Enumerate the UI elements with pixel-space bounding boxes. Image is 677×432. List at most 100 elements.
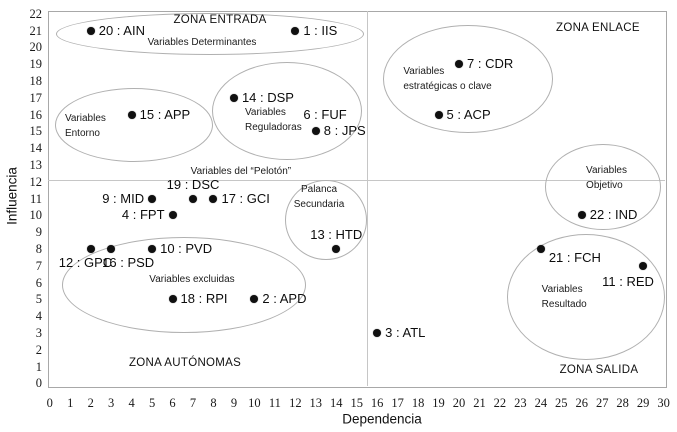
y-tick-label: 0 [35,376,42,391]
point-label-iis: 1 : IIS [303,22,338,38]
point-dot-app [127,110,136,119]
point-dot-apd [250,295,259,304]
x-tick-label: 17 [391,396,404,410]
group-ellipse-estrategicas [383,25,553,133]
group-label-peloton: Variables del “Pelotón” [166,164,316,179]
y-tick-label: 14 [29,141,43,156]
point-label-atl: 3 : ATL [385,324,426,340]
group-ellipse-resultado [507,233,666,360]
group-ellipse-entorno [55,87,214,162]
group-label-line: Variables del “Pelotón” [190,166,292,178]
x-tick-label: 8 [210,396,217,410]
point-dot-dsp [229,93,238,102]
y-tick-label: 8 [35,241,42,256]
y-tick-label: 11 [29,191,42,206]
x-tick-label: 0 [46,396,53,410]
y-tick-label: 15 [29,124,43,139]
point-label-mid: 9 : MID [102,190,145,206]
point-dot-ain [86,26,95,35]
zone-title-autonomas: ZONA AUTÓNOMAS [128,356,242,369]
y-tick-label: 21 [29,23,43,38]
x-tick-label: 29 [636,396,650,410]
group-label-entorno: Variables Entorno [65,111,106,141]
point-dot-gci [209,194,218,203]
y-tick-label: 2 [35,342,42,357]
group-label-line: Resultado [541,298,587,310]
zone-title-entrada: ZONA ENTRADA [173,13,267,26]
x-tick-label: 26 [575,396,589,410]
point-dot-acp [434,110,443,119]
group-ellipse-reguladoras [211,61,362,161]
x-tick-label: 16 [370,396,384,410]
x-tick-label: 3 [108,396,115,410]
x-tick-label: 14 [329,396,343,410]
point-dot-ind [577,211,586,220]
vertical-quadrant-divider [366,11,368,386]
x-tick-label: 28 [616,396,629,410]
y-tick-label: 20 [29,40,43,55]
point-dot-red [639,261,648,270]
point-dot-gpc [86,244,95,253]
point-label-htd: 13 : HTD [310,226,363,242]
y-tick-label: 12 [29,174,43,189]
point-dot-fpt [168,211,177,220]
point-dot-jps [311,127,320,136]
x-tick-label: 27 [595,396,609,410]
plot-area [48,11,667,388]
group-label-estrategicas: Variables estratégicas o clave [403,64,491,94]
x-tick-label: 7 [189,396,197,410]
x-axis-title: Dependencia [342,411,422,427]
group-label-line: estratégicas o clave [403,81,492,93]
y-tick-label: 4 [35,309,42,324]
point-label-app: 15 : APP [139,106,191,122]
group-label-excluidas: Variables excluidas [117,272,267,287]
group-label-line: Variables [403,66,445,78]
group-label-resultado: Variables Resultado [542,282,587,312]
y-tick-label: 7 [35,258,42,273]
x-tick-label: 12 [289,396,302,410]
y-tick-label: 10 [29,208,43,223]
point-label-red: 11 : RED [602,273,654,289]
point-dot-mid [148,194,157,203]
x-tick-label: 2 [87,396,94,410]
point-label-apd: 2 : APD [262,291,307,307]
x-tick-label: 25 [555,396,568,410]
y-tick-label: 13 [29,157,43,172]
x-tick-label: 23 [514,396,527,410]
point-dot-dsc [189,194,198,203]
y-tick-label: 18 [29,73,43,88]
point-label-acp: 5 : ACP [446,106,491,122]
group-label-line: Variables Determinantes [147,37,257,49]
point-label-rpi: 18 : RPI [180,291,228,307]
x-tick-label: 19 [432,396,445,410]
y-tick-label: 17 [29,90,43,105]
point-dot-psd [107,244,116,253]
x-tick-label: 30 [657,396,670,410]
x-tick-label: 5 [148,396,156,410]
group-label-line: Variables [244,107,286,119]
group-label-determinantes: Variables Determinantes [127,35,277,50]
horizontal-quadrant-divider [48,180,665,182]
point-label-fch: 21 : FCH [548,249,601,265]
point-label-ind: 22 : IND [589,207,638,223]
point-dot-fch [536,244,545,253]
point-dot-pvd [148,244,157,253]
point-dot-iis [291,26,300,35]
group-label-line: Variables [541,283,583,295]
y-tick-label: 16 [29,107,43,122]
point-label-dsc: 19 : DSC [166,176,220,192]
point-label-gci: 17 : GCI [221,190,270,206]
group-label-line: Objetivo [586,180,623,192]
x-tick-label: 11 [268,396,281,410]
point-label-dsp: 14 : DSP [241,89,294,105]
group-label-line: Variables [64,112,106,124]
x-tick-label: 20 [452,396,466,410]
group-label-objetivo: Variables Objetivo [586,163,627,193]
zone-title-salida: ZONA SALIDA [559,364,639,377]
group-ellipse-excluidas [62,236,306,334]
x-tick-label: 15 [350,396,363,410]
x-tick-label: 10 [248,396,261,410]
point-dot-cdr [455,60,463,69]
y-tick-label: 19 [29,57,43,72]
point-label-fpt: 4 : FPT [121,207,165,223]
